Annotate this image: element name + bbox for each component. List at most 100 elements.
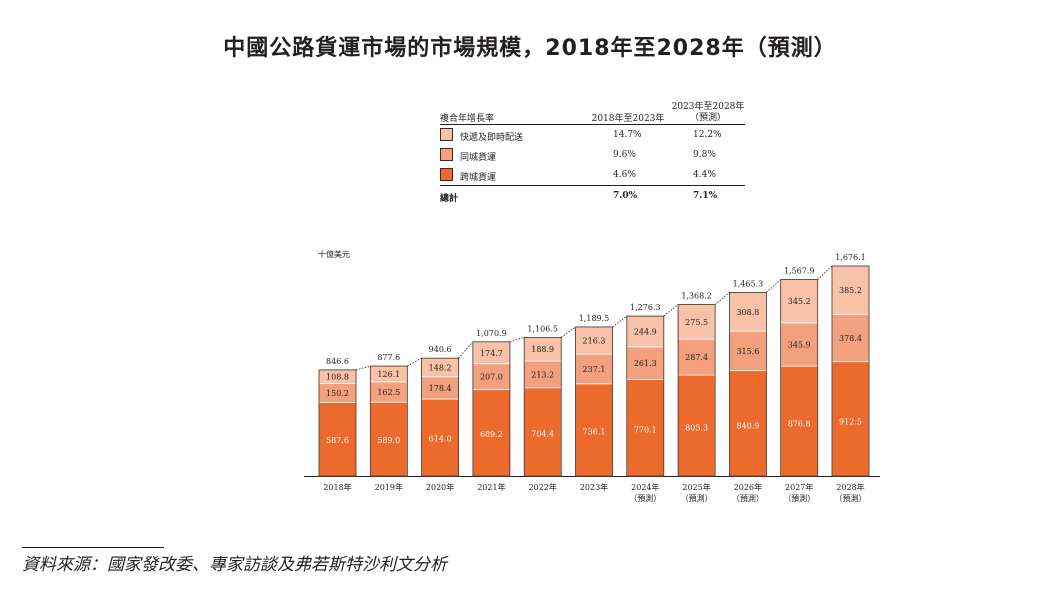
bar-segment — [626, 315, 665, 348]
segment-value-label: 378.4 — [839, 334, 862, 343]
growth-connector — [663, 304, 679, 317]
x-tick-label: 2027年 — [785, 482, 813, 492]
bar-outline — [421, 357, 460, 477]
segment-value-label: 261.3 — [634, 359, 657, 368]
forecast-note: （預測） — [681, 493, 713, 503]
segment-value-label: 912.5 — [839, 418, 862, 427]
x-tick-label: 2018年 — [323, 482, 351, 492]
cagr-col2-header-line2: （預測） — [689, 113, 726, 123]
segment-value-label: 704.4 — [531, 429, 554, 438]
legend-swatch — [440, 148, 453, 161]
x-tick-label: 2019年 — [375, 482, 403, 492]
segment-value-label: 589.0 — [377, 436, 400, 445]
total-value-label: 940.6 — [429, 345, 452, 354]
forecast-note: （預測） — [732, 493, 764, 503]
cagr-value-2018-2023: 9.6% — [613, 150, 636, 160]
bar-segment — [677, 304, 716, 340]
growth-connector — [407, 357, 422, 367]
cagr-total-row: 總計 7.0% 7.1% — [440, 185, 745, 206]
bar-segment — [780, 322, 819, 367]
x-tick-label: 2025年 — [682, 482, 710, 492]
segment-value-label: 385.2 — [839, 286, 862, 295]
segment-value-label: 345.2 — [788, 297, 811, 306]
cagr-row: 跨城貨運 4.6% 4.4% — [440, 165, 745, 185]
cagr-col2-header-line1: 2023年至2028年 — [671, 102, 745, 112]
segment-value-label: 207.0 — [480, 373, 503, 382]
bar-segment — [729, 292, 767, 332]
bar-outline — [575, 326, 613, 477]
bar-segment — [729, 370, 767, 477]
legend-swatch — [440, 168, 453, 181]
cagr-value-2018-2023: 14.7% — [613, 130, 642, 140]
total-value-label: 1,368.2 — [681, 292, 712, 301]
segment-value-label: 237.1 — [583, 365, 606, 374]
segment-value-label: 178.4 — [429, 384, 452, 393]
forecast-note: （預測） — [629, 493, 661, 503]
total-value-label: 846.6 — [326, 357, 349, 366]
bars-group: 587.6 150.2 108.8 846.6 2018年 589.0 162.5 126.1… — [304, 253, 880, 503]
bar-outline — [729, 292, 767, 477]
segment-value-label: 840.9 — [736, 422, 759, 431]
legend-swatch — [440, 128, 453, 141]
cagr-total-label: 總計 — [440, 194, 459, 204]
segment-value-label: 174.7 — [480, 349, 503, 358]
segment-value-label: 315.6 — [736, 347, 759, 356]
bar-segment — [472, 363, 511, 391]
source-note: 資料來源：國家發改委、專家訪談及弗若斯特沙利文分析 — [22, 555, 447, 575]
forecast-note: （預測） — [783, 493, 815, 503]
x-tick-label: 2026年 — [734, 482, 762, 492]
cagr-value-2023-2028: 4.4% — [693, 170, 716, 180]
bar-outline — [677, 304, 716, 477]
bar-segment — [831, 361, 870, 477]
total-value-label: 1,106.5 — [527, 324, 558, 333]
total-value-label: 1,189.5 — [579, 314, 610, 323]
growth-connector — [458, 341, 474, 359]
unit-label: 十億美元 — [318, 249, 350, 259]
bar-outline — [472, 341, 511, 477]
segment-value-label: 216.3 — [583, 337, 606, 346]
x-tick-label: 2021年 — [477, 482, 505, 492]
cagr-table: 複合年增長率 2018年至2023年 2023年至2028年 （預測） 快遞及即… — [440, 96, 745, 206]
total-value-label: 1,567.9 — [784, 267, 815, 276]
segment-value-label: 244.9 — [634, 327, 657, 336]
total-value-label: 1,676.1 — [835, 253, 866, 262]
cagr-value-2018-2023: 4.6% — [613, 170, 636, 180]
cagr-row: 同城貨運 9.6% 9.8% — [440, 145, 745, 165]
segment-value-label: 876.8 — [788, 420, 811, 429]
segment-value-label: 108.8 — [326, 373, 349, 382]
segment-value-label: 150.2 — [326, 389, 349, 398]
legend-label: 跨城貨運 — [460, 173, 497, 183]
bar-outline — [318, 369, 357, 477]
cagr-col1-header: 2018年至2023年 — [591, 114, 665, 124]
segment-value-label: 587.6 — [326, 436, 349, 445]
cagr-total-v1: 7.0% — [613, 191, 638, 201]
x-tick-label: 2020年 — [426, 482, 454, 492]
segment-value-label: 345.9 — [788, 340, 811, 349]
segment-value-label: 126.1 — [377, 370, 400, 379]
segment-value-label: 287.4 — [685, 353, 708, 362]
growth-connector — [612, 315, 628, 328]
x-tick-label: 2024年 — [631, 482, 659, 492]
segment-value-label: 308.8 — [736, 308, 759, 317]
cagr-value-2023-2028: 12.2% — [693, 130, 722, 140]
segment-value-label: 736.1 — [583, 427, 606, 436]
chart-title: 中國公路貨運市場的市場規模，2018年至2028年（預測） — [223, 36, 837, 61]
segment-value-label: 148.2 — [429, 363, 452, 372]
segment-value-label: 213.2 — [531, 370, 554, 379]
forecast-note: （預測） — [835, 493, 867, 503]
growth-connector — [766, 279, 781, 293]
cagr-header-label: 複合年增長率 — [440, 114, 495, 124]
segment-value-label: 689.2 — [480, 430, 503, 439]
segment-value-label: 162.5 — [377, 388, 400, 397]
bar-segment — [831, 265, 870, 315]
cagr-row: 快遞及即時配送 14.7% 12.2% — [440, 125, 745, 145]
x-tick-label: 2023年 — [580, 482, 608, 492]
cagr-total-v2: 7.1% — [693, 191, 718, 201]
legend-label: 快遞及即時配送 — [460, 133, 524, 143]
bar-outline — [780, 279, 819, 477]
total-value-label: 1,070.9 — [476, 329, 507, 338]
bar-outline — [523, 336, 562, 477]
total-value-label: 1,465.3 — [733, 279, 764, 288]
growth-connector — [560, 326, 576, 338]
